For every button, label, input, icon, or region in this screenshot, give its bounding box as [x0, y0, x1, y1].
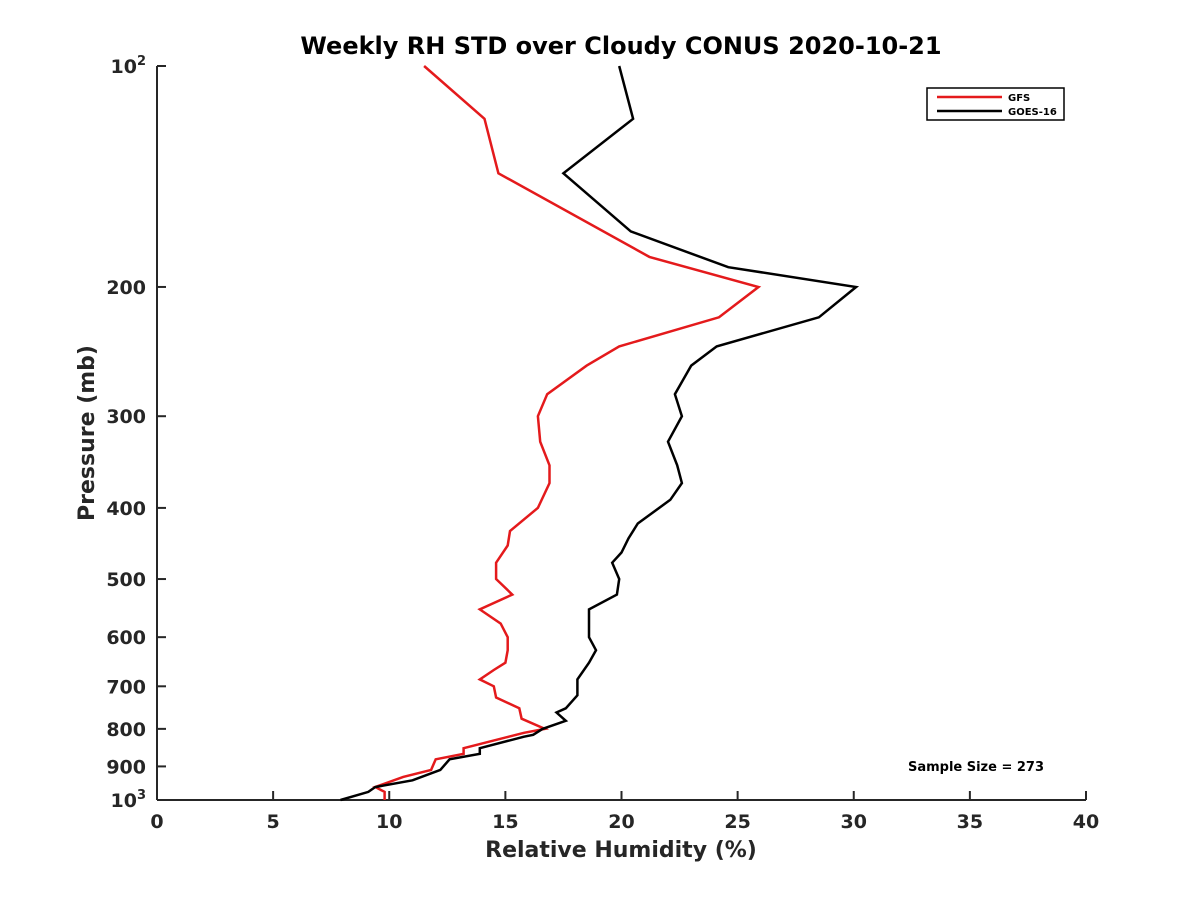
axes: 0 5 10 15 20 25 30 35 40 102 200 300 400 500 600 700 800…: [106, 54, 1099, 833]
x-tick-label: 25: [724, 811, 750, 833]
y-tick-exponent: 3: [137, 788, 146, 803]
x-tick-label: 30: [841, 811, 867, 833]
y-tick-label: 600: [106, 627, 146, 649]
legend: GFS GOES-16: [926, 87, 1065, 121]
x-tick-label: 5: [267, 811, 280, 833]
y-tick-label: 200: [106, 277, 146, 299]
sample-size-annotation: Sample Size = 273: [908, 760, 1044, 775]
x-tick-label: 20: [608, 811, 634, 833]
x-tick-label: 40: [1073, 811, 1099, 833]
x-tick-label: 15: [492, 811, 518, 833]
chart-title: Weekly RH STD over Cloudy CONUS 2020-10-…: [300, 32, 941, 60]
y-tick-label: 700: [106, 676, 146, 698]
legend-label-goes-16: GOES-16: [1008, 107, 1057, 118]
x-tick-label: 10: [376, 811, 402, 833]
x-tick-label: 0: [150, 811, 163, 833]
y-tick-label: 103: [111, 788, 147, 812]
y-tick-label: 300: [106, 406, 146, 428]
y-tick-label: 500: [106, 569, 146, 591]
y-tick-label: 900: [106, 756, 146, 778]
legend-label-gfs: GFS: [1008, 93, 1030, 104]
x-axis-label: Relative Humidity (%): [485, 838, 757, 863]
y-tick-label: 102: [111, 54, 147, 78]
series-line-goes-16: [340, 65, 860, 802]
x-tick-label: 35: [957, 811, 983, 833]
y-axis-label: Pressure (mb): [75, 345, 100, 521]
y-tick-label: 800: [106, 719, 146, 741]
series-line-gfs: [372, 65, 762, 800]
series-layer: [340, 65, 860, 802]
y-tick-exponent: 2: [137, 54, 146, 69]
y-tick-label: 400: [106, 498, 146, 520]
legend-box: [926, 87, 1065, 121]
